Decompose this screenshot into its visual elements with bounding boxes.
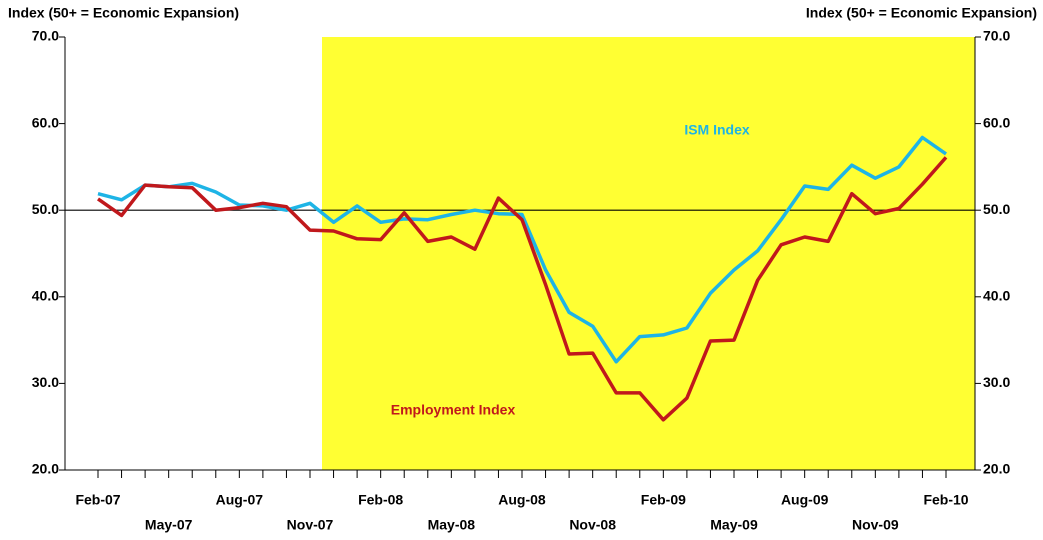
y2-tick-label: 60.0 bbox=[983, 114, 1010, 130]
y-tick-label: 60.0 bbox=[32, 114, 59, 130]
x-tick-label: Nov-07 bbox=[287, 517, 334, 533]
series-line bbox=[96, 156, 948, 422]
series-label: ISM Index bbox=[684, 122, 750, 138]
x-tick-label: May-07 bbox=[145, 517, 193, 533]
y2-tick-label: 50.0 bbox=[983, 201, 1010, 217]
series-line bbox=[97, 135, 947, 364]
y2-tick-label: 30.0 bbox=[983, 374, 1010, 390]
y2-tick-label: 40.0 bbox=[983, 288, 1010, 304]
x-tick-label: Aug-07 bbox=[216, 492, 264, 508]
series-label: Employment Index bbox=[391, 402, 516, 418]
x-tick-label: Feb-10 bbox=[923, 492, 968, 508]
x-tick-label: Feb-07 bbox=[75, 492, 120, 508]
y2-tick-label: 70.0 bbox=[983, 28, 1010, 44]
y-tick-label: 40.0 bbox=[32, 288, 59, 304]
y-tick-label: 30.0 bbox=[32, 374, 59, 390]
x-tick-label: Feb-09 bbox=[641, 492, 686, 508]
y-tick-label: 50.0 bbox=[32, 201, 59, 217]
x-tick-label: Nov-09 bbox=[852, 517, 899, 533]
x-tick-label: Nov-08 bbox=[569, 517, 616, 533]
x-tick-label: Aug-09 bbox=[781, 492, 829, 508]
y-axis-label: Index (50+ = Economic Expansion) bbox=[8, 5, 239, 21]
y2-axis-label: Index (50+ = Economic Expansion) bbox=[806, 5, 1037, 21]
y2-tick-label: 20.0 bbox=[983, 461, 1010, 477]
x-tick-label: May-08 bbox=[428, 517, 476, 533]
y-tick-label: 20.0 bbox=[32, 461, 59, 477]
x-tick-label: May-09 bbox=[710, 517, 758, 533]
recession-shading bbox=[322, 37, 975, 470]
x-tick-label: Aug-08 bbox=[498, 492, 546, 508]
y-tick-label: 70.0 bbox=[32, 28, 59, 44]
x-tick-label: Feb-08 bbox=[358, 492, 403, 508]
